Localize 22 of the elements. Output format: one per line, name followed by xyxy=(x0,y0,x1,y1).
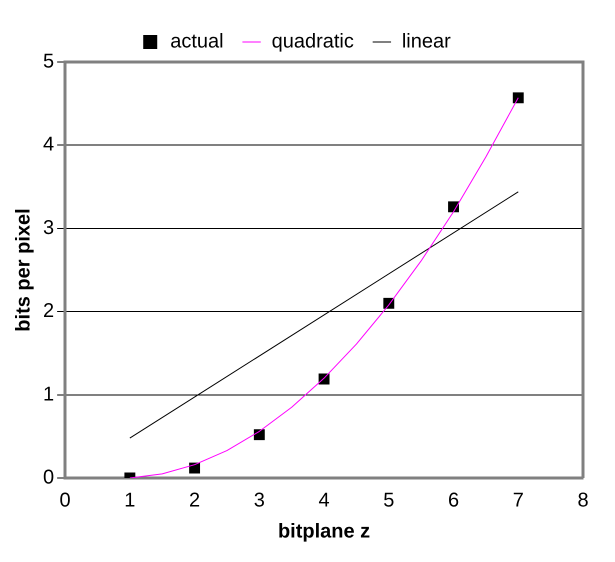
x-tick-label: 4 xyxy=(318,490,330,512)
y-tick-label: 3 xyxy=(43,216,54,239)
x-axis-title: bitplane z xyxy=(278,520,370,543)
point xyxy=(189,462,200,474)
legend-label: linear xyxy=(402,30,452,53)
y-tick-label: 1 xyxy=(43,383,54,406)
point xyxy=(254,429,265,440)
x-tick-label: 6 xyxy=(448,490,460,512)
x-tick-label: 7 xyxy=(512,490,524,512)
x-tick-label: 8 xyxy=(577,490,589,512)
legend-label: quadratic xyxy=(272,30,354,53)
x-tick-label: 3 xyxy=(254,490,265,512)
y-tick-label: 5 xyxy=(43,50,54,73)
y-tick-label: 4 xyxy=(43,134,54,156)
x-tick-label: 0 xyxy=(60,490,71,512)
y-tick-label: 2 xyxy=(43,300,54,322)
x-tick-label: 1 xyxy=(124,490,136,512)
y-tick-label: 0 xyxy=(43,466,54,489)
y-axis-title: bits per pixel xyxy=(12,208,35,332)
legend-label: actual xyxy=(170,30,224,53)
x-tick-label: 5 xyxy=(383,490,394,512)
x-tick-label: 2 xyxy=(189,490,200,512)
